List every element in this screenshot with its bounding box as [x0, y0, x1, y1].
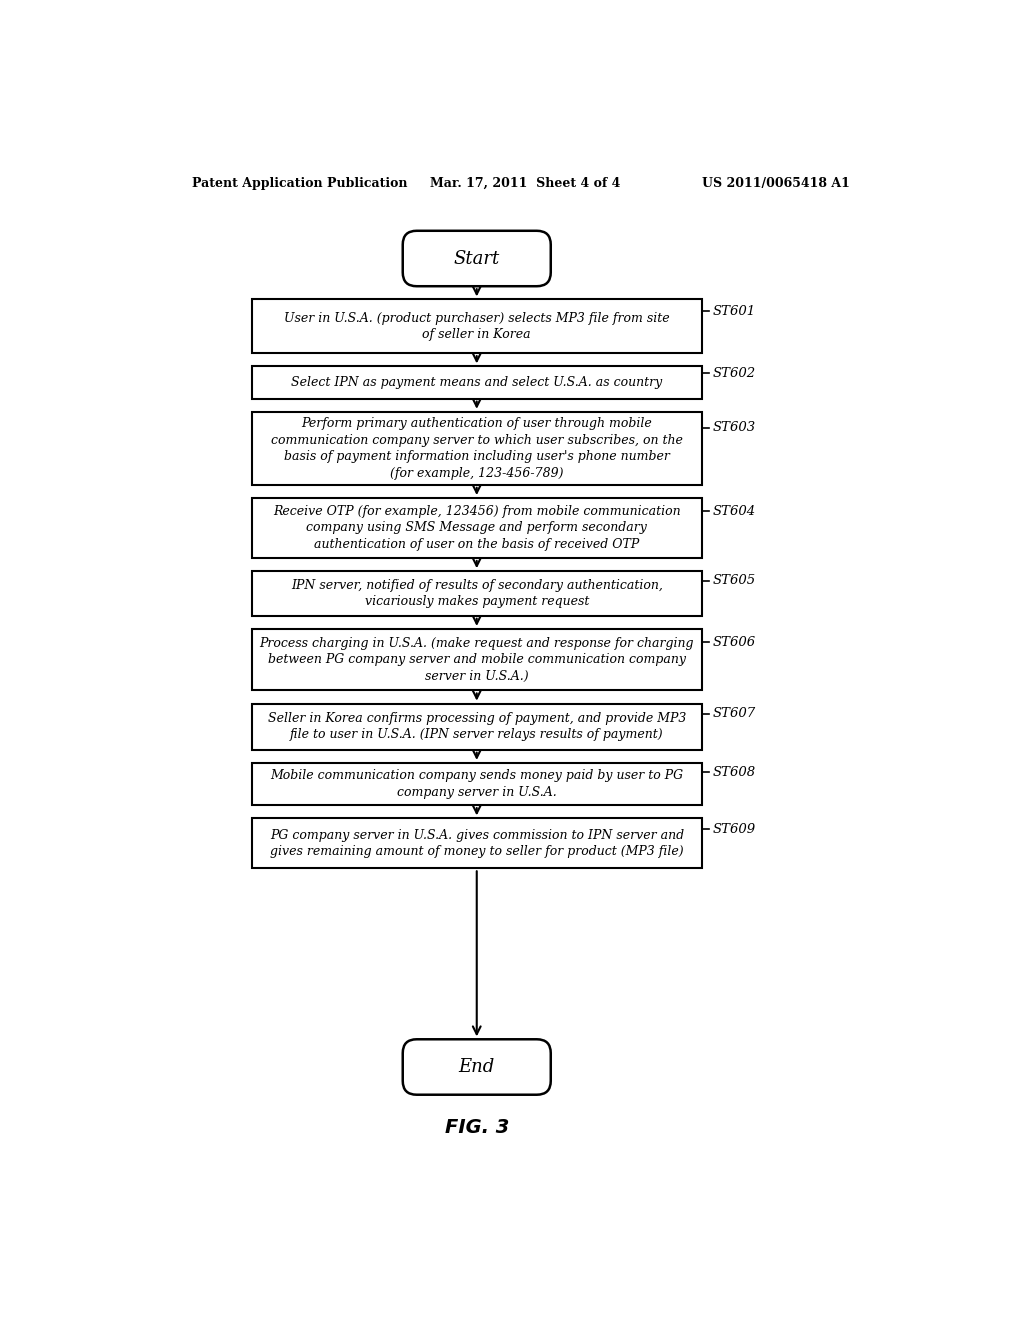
Bar	[252, 763, 701, 805]
Text: US 2011/0065418 A1: US 2011/0065418 A1	[701, 177, 849, 190]
Text: PG company server in U.S.A. gives commission to IPN server and
gives remaining a: PG company server in U.S.A. gives commis…	[269, 829, 684, 858]
Text: User in U.S.A. (product purchaser) selects MP3 file from site
of seller in Korea: User in U.S.A. (product purchaser) selec…	[284, 312, 670, 341]
Bar	[252, 300, 701, 354]
Text: Start: Start	[454, 249, 500, 268]
Text: ST606: ST606	[713, 636, 756, 649]
Text: Perform primary authentication of user through mobile
communication company serv: Perform primary authentication of user t…	[270, 417, 683, 479]
FancyBboxPatch shape	[402, 1039, 551, 1094]
Text: ST601: ST601	[713, 305, 756, 318]
Text: ST602: ST602	[713, 367, 756, 380]
Text: Select IPN as payment means and select U.S.A. as country: Select IPN as payment means and select U…	[291, 376, 663, 389]
Text: ST609: ST609	[713, 822, 756, 836]
Bar	[252, 704, 701, 750]
Text: ST607: ST607	[713, 708, 756, 721]
Text: Patent Application Publication: Patent Application Publication	[191, 177, 408, 190]
Text: IPN server, notified of results of secondary authentication,
vicariously makes p: IPN server, notified of results of secon…	[291, 578, 663, 609]
Bar	[252, 628, 701, 690]
Bar	[252, 498, 701, 558]
Text: ST605: ST605	[713, 574, 756, 587]
Text: Receive OTP (for example, 123456) from mobile communication
company using SMS Me: Receive OTP (for example, 123456) from m…	[273, 506, 681, 550]
Text: Mar. 17, 2011  Sheet 4 of 4: Mar. 17, 2011 Sheet 4 of 4	[430, 177, 621, 190]
Text: ST608: ST608	[713, 766, 756, 779]
Bar	[252, 412, 701, 484]
Text: ST603: ST603	[713, 421, 756, 434]
Text: ST604: ST604	[713, 504, 756, 517]
Bar	[252, 818, 701, 869]
Bar	[252, 367, 701, 399]
Text: Mobile communication company sends money paid by user to PG
company server in U.: Mobile communication company sends money…	[270, 770, 683, 799]
Bar	[252, 572, 701, 615]
Text: End: End	[459, 1059, 495, 1076]
Text: Seller in Korea confirms processing of payment, and provide MP3
file to user in : Seller in Korea confirms processing of p…	[267, 711, 686, 742]
Text: FIG. 3: FIG. 3	[444, 1118, 509, 1137]
FancyBboxPatch shape	[402, 231, 551, 286]
Text: Process charging in U.S.A. (make request and response for charging
between PG co: Process charging in U.S.A. (make request…	[259, 636, 694, 682]
